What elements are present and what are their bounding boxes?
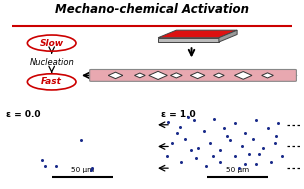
Text: 50 μm: 50 μm <box>71 167 94 173</box>
Polygon shape <box>234 71 252 79</box>
Polygon shape <box>108 72 123 79</box>
Text: Fast: Fast <box>41 77 62 86</box>
Polygon shape <box>262 73 273 78</box>
Text: Nucleation: Nucleation <box>29 58 74 67</box>
Polygon shape <box>149 71 167 80</box>
Polygon shape <box>219 30 237 42</box>
Text: 50 μm: 50 μm <box>226 167 249 173</box>
Polygon shape <box>158 30 237 38</box>
Polygon shape <box>134 73 145 78</box>
Text: ε = 1.0: ε = 1.0 <box>161 110 195 119</box>
Polygon shape <box>171 73 182 78</box>
Text: Mechano-chemical Activation: Mechano-chemical Activation <box>55 3 249 16</box>
Polygon shape <box>158 38 219 42</box>
Text: ε = 0.0: ε = 0.0 <box>6 110 40 119</box>
Text: Slow: Slow <box>40 39 64 48</box>
Polygon shape <box>213 73 224 78</box>
Polygon shape <box>190 72 205 79</box>
FancyBboxPatch shape <box>90 70 296 81</box>
